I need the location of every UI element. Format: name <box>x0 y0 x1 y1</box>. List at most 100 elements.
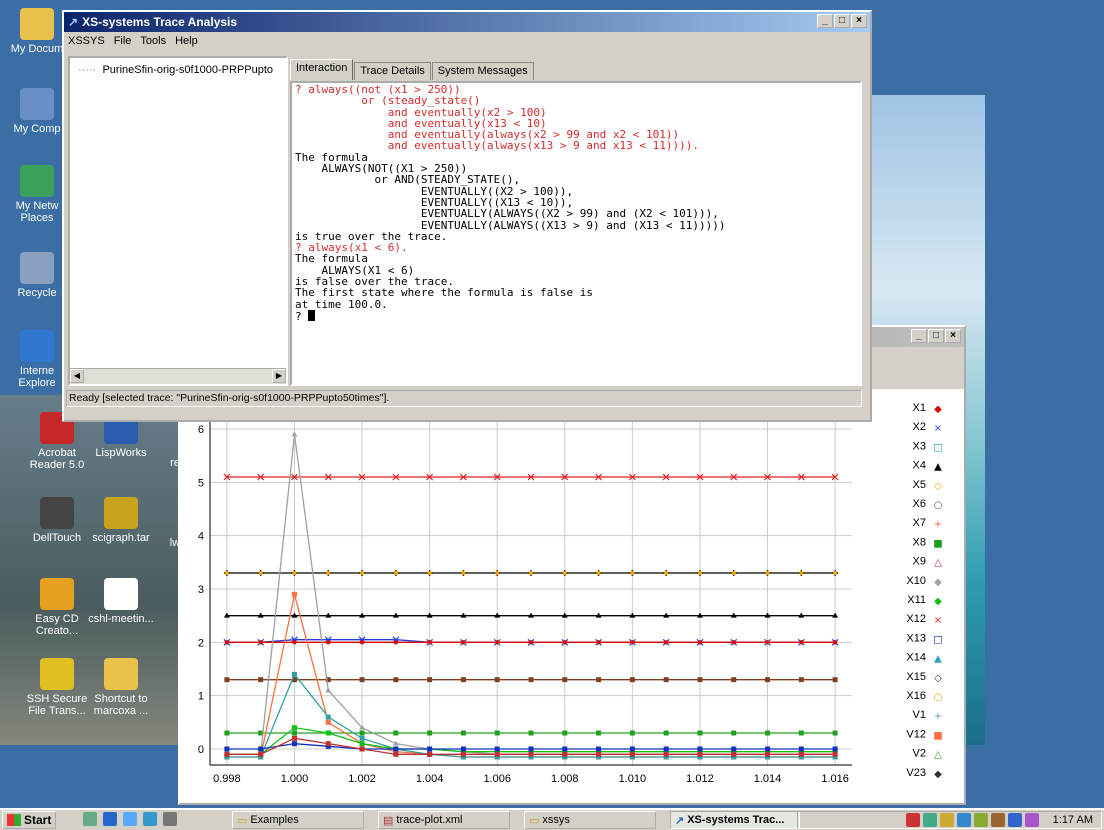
tab-interaction[interactable]: Interaction <box>290 59 354 80</box>
data-point <box>258 730 264 736</box>
data-point <box>697 746 703 752</box>
plot-window[interactable]: _ □ × 0.998 1.000 1.002 1.004 1.006 1.008 1.01… <box>178 325 966 805</box>
x-tick-label: 1.012 <box>686 773 714 785</box>
clock: 1:17 AM <box>1052 814 1093 826</box>
data-point <box>832 754 838 760</box>
console-line: at time 100.0. <box>295 297 388 311</box>
data-point <box>629 677 635 683</box>
tray-bluetooth-icon[interactable] <box>1007 813 1022 827</box>
data-point <box>359 730 365 736</box>
legend-label: X14 <box>906 652 926 664</box>
desktop-icon-4[interactable]: Interne Explore <box>0 330 74 389</box>
data-point <box>291 741 297 747</box>
tray-update-icon[interactable] <box>973 813 988 827</box>
legend-marker-icon: ■ <box>933 730 942 741</box>
data-point <box>393 749 399 755</box>
outlook-icon[interactable] <box>123 812 137 826</box>
main-window[interactable]: ↗ XS-systems Trace Analysis _ □ × XSSYS … <box>62 10 872 422</box>
data-point <box>731 570 736 576</box>
start-button[interactable]: Start <box>2 811 57 829</box>
data-point <box>765 677 771 683</box>
desktop-icon-11[interactable]: SSH Secure File Trans... <box>20 658 94 717</box>
x-tick-label: 1.000 <box>281 773 309 785</box>
data-point <box>630 640 635 645</box>
task-xssys[interactable]: ▭ xssys <box>524 811 656 829</box>
data-point <box>562 570 567 576</box>
legend-marker-icon: △ <box>934 750 942 761</box>
task-xs-systems[interactable]: ↗ XS-systems Trac... <box>670 811 800 829</box>
internet-explorer-icon[interactable] <box>103 812 117 826</box>
data-point <box>832 640 838 645</box>
task-trace-plot[interactable]: ▤ trace-plot.xml <box>378 811 510 829</box>
main-window-titlebar[interactable]: ↗ XS-systems Trace Analysis _ □ × <box>64 12 870 32</box>
desktop-icon-0[interactable]: My Docum <box>0 8 74 55</box>
desktop-icon-1[interactable]: My Comp <box>0 88 74 135</box>
console-prompt[interactable]: ? <box>295 309 857 322</box>
tray-app-icon[interactable] <box>939 813 954 827</box>
tab-system-messages[interactable]: System Messages <box>431 62 534 80</box>
data-point <box>596 749 602 755</box>
interaction-console[interactable]: ? always((not (x1 > 250)) or (steady_sta… <box>290 81 862 386</box>
menu-file[interactable]: File <box>113 35 132 47</box>
data-point <box>258 754 264 760</box>
tab-trace-details[interactable]: Trace Details <box>354 62 431 80</box>
network-icon[interactable] <box>163 812 177 826</box>
desktop-icon[interactable] <box>83 812 97 826</box>
data-point <box>765 751 771 757</box>
windows-logo-icon <box>7 814 21 826</box>
desktop-icon-12[interactable]: Shortcut to marcoxa ... <box>84 658 158 717</box>
plot-area[interactable]: 0.998 1.000 1.002 1.004 1.006 1.008 1.010 1.012… <box>180 389 964 803</box>
tree-horizontal-scrollbar[interactable]: ◀ ▶ <box>70 368 286 384</box>
task-examples[interactable]: ▭ Examples <box>232 811 364 829</box>
legend-label: X10 <box>906 575 926 587</box>
x-tick-label: 1.010 <box>619 773 647 785</box>
data-point <box>596 730 602 736</box>
menu-xssys[interactable]: XSSYS <box>68 35 105 47</box>
legend-marker-icon: × <box>934 615 942 626</box>
data-point <box>224 640 230 645</box>
y-tick-label: 1 <box>198 691 204 703</box>
tray-misc-icon[interactable] <box>1024 813 1039 827</box>
scroll-right-arrow-icon[interactable]: ▶ <box>272 369 286 383</box>
desktop-icon-9[interactable]: Easy CD Creato... <box>20 578 94 637</box>
desktop-icon-10[interactable]: cshl-meetin... <box>84 578 158 625</box>
desktop-icon-label: DellTouch <box>32 532 82 544</box>
data-point <box>324 473 332 481</box>
data-point <box>697 751 703 757</box>
data-point <box>832 730 838 736</box>
menu-help[interactable]: Help <box>175 35 198 47</box>
desktop-icon-2[interactable]: My Netw Places <box>0 165 74 224</box>
data-point <box>325 687 332 693</box>
scroll-left-arrow-icon[interactable]: ◀ <box>70 369 84 383</box>
desktop-icon-7[interactable]: DellTouch <box>20 497 94 544</box>
data-point <box>325 612 332 618</box>
close-button[interactable]: × <box>851 14 867 28</box>
close-button[interactable]: × <box>945 329 961 343</box>
data-point <box>426 473 434 481</box>
desktop-icon-label: Shortcut to marcoxa ... <box>93 693 149 717</box>
data-point <box>461 570 466 576</box>
data-point <box>730 612 737 618</box>
media-icon[interactable] <box>143 812 157 826</box>
data-point <box>224 754 230 760</box>
maximize-button[interactable]: □ <box>834 14 850 28</box>
tray-network-icon[interactable] <box>922 813 937 827</box>
desktop-shortcut-icon <box>20 330 54 362</box>
desktop-icon-8[interactable]: scigraph.tar <box>84 497 158 544</box>
data-point <box>596 570 601 576</box>
maximize-button[interactable]: □ <box>928 329 944 343</box>
quick-launch <box>80 812 180 826</box>
tray-shield-icon[interactable] <box>905 813 920 827</box>
trace-tree[interactable]: ····· PurineSfin-orig-s0f1000-PRPPupto ◀… <box>68 56 288 386</box>
minimize-button[interactable]: _ <box>911 329 927 343</box>
data-point <box>832 677 838 683</box>
data-point <box>393 730 399 736</box>
trace-tree-node[interactable]: ····· PurineSfin-orig-s0f1000-PRPPupto <box>78 64 274 76</box>
tray-sync-icon[interactable] <box>956 813 971 827</box>
desktop-icon-label: SSH Secure File Trans... <box>26 693 88 717</box>
desktop-icon-3[interactable]: Recycle <box>0 252 74 299</box>
legend-label: X12 <box>906 613 926 625</box>
menu-tools[interactable]: Tools <box>140 35 167 47</box>
minimize-button[interactable]: _ <box>817 14 833 28</box>
tray-volume-icon[interactable] <box>990 813 1005 827</box>
